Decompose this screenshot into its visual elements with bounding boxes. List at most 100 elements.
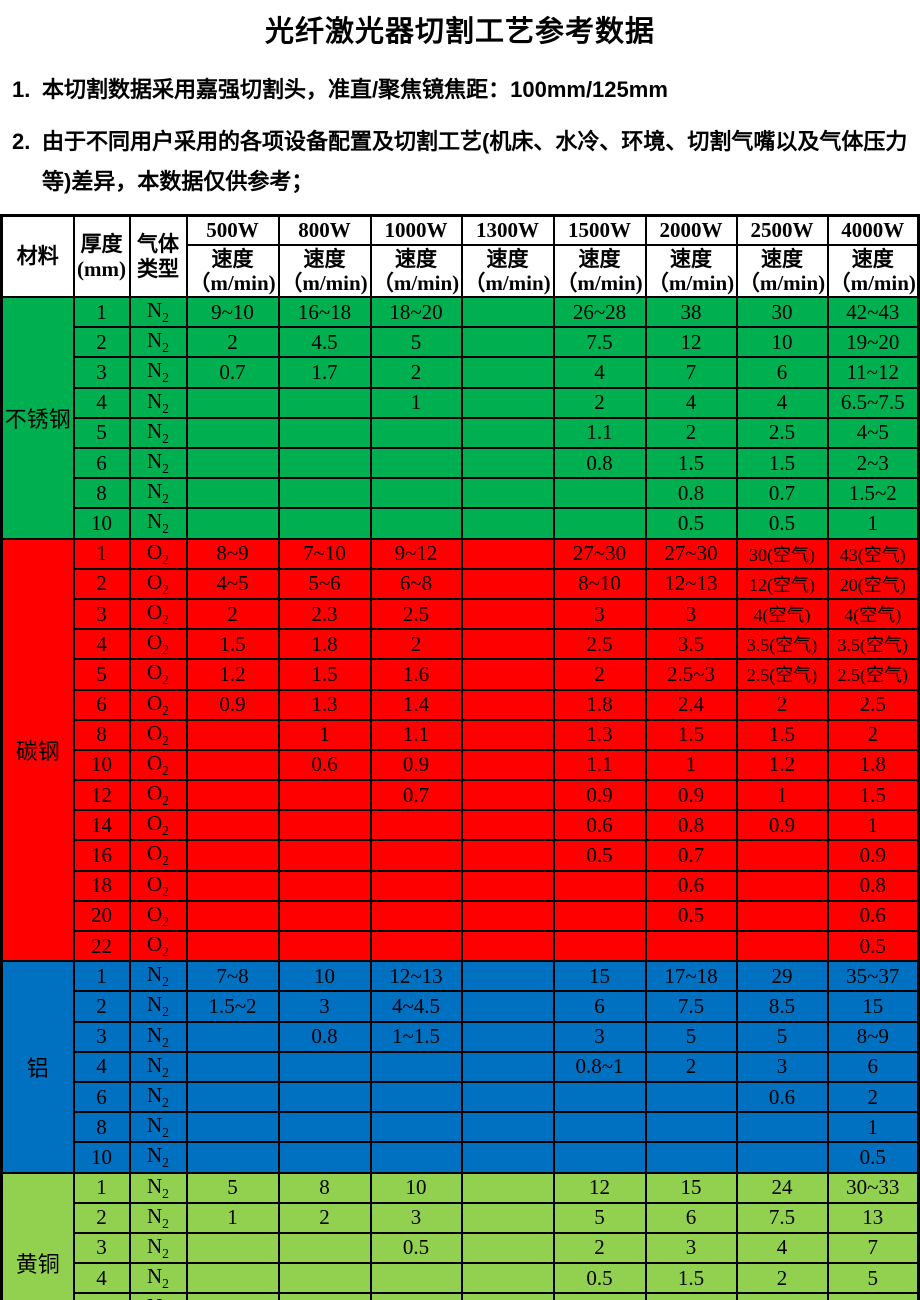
speed-cell-2000w: 2 — [644, 1050, 738, 1083]
speed-cell-800w — [277, 1262, 372, 1295]
speed-cell-1300w — [460, 386, 555, 419]
speed-cell-800w — [277, 899, 372, 933]
table-row: 2 N2 1.5~2 3 4~4.5 6 7.5 8.5 15 — [1, 990, 920, 1023]
speed-cell-1000w: 5 — [369, 326, 463, 359]
thickness-cell: 2 — [72, 1201, 131, 1234]
speed-cell-800w: 1.7 — [277, 356, 372, 389]
speed-cell-1500w: 27~30 — [552, 537, 647, 570]
header-speed-2500w: 速度 （m/min) — [735, 244, 829, 299]
table-row: 3 N2 0.7 1.7 2 4 7 6 11~12 — [1, 356, 920, 389]
speed-cell-500w: 2 — [185, 597, 280, 631]
speed-cell-1500w: 0.9 — [552, 779, 647, 812]
speed-cell-4000w: 15 — [826, 990, 920, 1023]
table-row: 12 O2 0.7 0.9 0.9 1 1.5 — [1, 779, 920, 812]
speed-cell-800w: 1.3 — [277, 688, 372, 721]
speed-cell-1300w — [460, 477, 555, 510]
speed-cell-1000w — [369, 446, 463, 480]
speed-cell-2000w: 2.5~3 — [644, 658, 738, 691]
thickness-cell: 10 — [72, 507, 131, 540]
speed-cell-4000w: 2 — [826, 718, 920, 751]
thickness-cell: 6 — [72, 1080, 131, 1114]
speed-cell-2500w — [735, 1292, 829, 1300]
table-row: 10 N2 0.5 — [1, 1141, 920, 1174]
note-1-number: 1. — [12, 77, 31, 102]
thickness-cell: 2 — [72, 990, 131, 1023]
thickness-cell: 3 — [72, 1020, 131, 1053]
speed-cell-500w — [185, 416, 280, 450]
table-row: 18 O2 0.6 0.8 — [1, 869, 920, 902]
speed-cell-1300w — [460, 1141, 555, 1174]
speed-cell-2500w: 8.5 — [735, 990, 829, 1023]
speed-cell-4000w: 2.5(空气) — [826, 658, 920, 691]
speed-cell-1500w — [552, 1080, 647, 1114]
speed-cell-1000w: 6~8 — [369, 567, 463, 600]
speed-cell-800w — [277, 507, 372, 540]
thickness-cell: 16 — [72, 839, 131, 872]
speed-cell-1000w: 3 — [369, 1201, 463, 1234]
note-2-number: 2. — [12, 128, 31, 154]
thickness-cell: 2 — [72, 567, 131, 600]
speed-cell-2000w: 4 — [644, 386, 738, 419]
speed-cell-2500w: 2 — [735, 1262, 829, 1295]
speed-cell-1500w: 3 — [552, 1020, 647, 1053]
table-row: 6 N2 0.8 1.5 1.5 2~3 — [1, 446, 920, 480]
speed-cell-4000w: 1.5 — [826, 779, 920, 812]
table-row: 2 N2 1 2 3 5 6 7.5 13 — [1, 1201, 920, 1234]
cutting-data-table: 材料 厚度 (mm) 气体 类型 500W 800W 1000W 1300W 1500W 2000W… — [0, 214, 920, 1300]
header-speed-4000w: 速度 （m/min) — [826, 244, 920, 299]
speed-cell-500w: 5 — [185, 1171, 280, 1204]
material-cell-brass: 黄铜 — [0, 1171, 75, 1300]
speed-cell-1300w — [460, 658, 555, 691]
speed-cell-1000w: 9~12 — [369, 537, 463, 570]
header-power-2000w: 2000W — [644, 214, 738, 247]
speed-cell-2000w: 0.8 — [644, 809, 738, 842]
speed-cell-1500w: 5 — [552, 1201, 647, 1234]
speed-cell-1000w — [369, 507, 463, 540]
speed-cell-4000w: 0.6 — [826, 899, 920, 933]
speed-cell-2500w: 3.5(空气) — [735, 628, 829, 661]
speed-cell-500w: 7~8 — [185, 960, 280, 993]
table-row: 6 O2 0.9 1.3 1.4 1.8 2.4 2 2.5 — [1, 688, 920, 721]
speed-cell-4000w: 5 — [826, 1262, 920, 1295]
speed-cell-1500w: 0.8 — [552, 446, 647, 480]
speed-cell-4000w: 0.5 — [826, 1141, 920, 1174]
table-row: 3 N2 0.8 1~1.5 3 5 5 8~9 — [1, 1020, 920, 1053]
speed-cell-1500w — [552, 929, 647, 963]
speed-cell-2000w: 17~18 — [644, 960, 738, 993]
speed-cell-1500w — [552, 899, 647, 933]
speed-cell-500w — [185, 1050, 280, 1083]
note-2: 2. 由于不同用户采用的各项设备配置及切割工艺(机床、水冷、环境、切割气嘴以及气… — [12, 122, 920, 203]
speed-cell-2500w: 10 — [735, 326, 829, 359]
speed-cell-4000w: 20(空气) — [826, 567, 920, 600]
speed-cell-1000w: 0.9 — [369, 748, 463, 782]
header-speed-2000w: 速度 （m/min) — [644, 244, 738, 299]
gas-cell: N2 — [128, 1262, 188, 1295]
speed-cell-4000w: 7 — [826, 1231, 920, 1265]
speed-cell-2500w: 0.6 — [735, 1080, 829, 1114]
speed-cell-2500w — [735, 929, 829, 963]
speed-cell-1500w: 0.8~1 — [552, 1050, 647, 1083]
speed-cell-4000w: 2 — [826, 1080, 920, 1114]
table-row: 10 O2 0.6 0.9 1.1 1 1.2 1.8 — [1, 748, 920, 782]
speed-cell-1300w — [460, 899, 555, 933]
speed-cell-2500w: 0.5 — [735, 507, 829, 540]
gas-cell: O2 — [128, 658, 188, 691]
table-row: 不锈钢 1 N2 9~10 16~18 18~20 26~28 38 30 42~43 — [0, 296, 920, 540]
speed-cell-4000w: 30~33 — [826, 1171, 920, 1204]
speed-cell-1300w — [460, 839, 555, 872]
thickness-cell: 18 — [72, 869, 131, 902]
speed-cell-1300w — [460, 1231, 555, 1265]
gas-cell: N2 — [128, 990, 188, 1023]
speed-cell-2500w: 12(空气) — [735, 567, 829, 600]
gas-cell: N2 — [128, 1080, 188, 1114]
speed-cell-1000w — [369, 839, 463, 872]
thickness-cell: 3 — [72, 356, 131, 389]
speed-cell-1500w: 1.8 — [552, 688, 647, 721]
gas-cell: O2 — [128, 839, 188, 872]
header-power-1000w: 1000W — [369, 214, 463, 247]
header-power-4000w: 4000W — [826, 214, 920, 247]
thickness-cell: 6 — [72, 1292, 131, 1300]
material-cell-carbon: 碳钢 — [0, 537, 75, 963]
speed-cell-1000w — [369, 477, 463, 510]
thickness-cell: 8 — [72, 718, 131, 751]
